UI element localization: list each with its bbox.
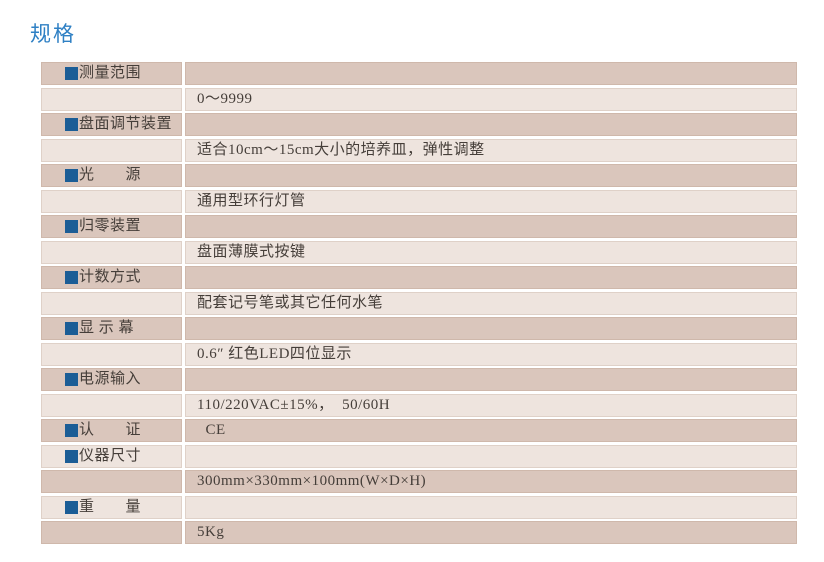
- spec-value: 通用型环行灯管: [197, 192, 306, 209]
- spec-value: 0.6″ 红色LED四位显示: [197, 345, 352, 362]
- bullet-square-icon: [65, 424, 78, 437]
- table-row: 0～9999: [41, 87, 797, 111]
- spec-value-cell: 0.6″ 红色LED四位显示: [185, 342, 797, 366]
- bullet-square-icon: [65, 500, 78, 514]
- table-row: 仪器尺寸: [41, 444, 797, 468]
- table-row: 通用型环行灯管: [41, 189, 797, 213]
- spec-value-cell: 通用型环行灯管: [185, 189, 797, 213]
- spec-label-cell: 认 证: [41, 419, 182, 442]
- spec-value-cell: 适合10cm～15cm大小的培养皿，弹性调整: [185, 138, 797, 162]
- spec-label: 重 量: [79, 498, 142, 515]
- spec-value-cell: [185, 266, 797, 289]
- spec-value: 盘面薄膜式按键: [197, 243, 306, 260]
- spec-value-cell: 5Kg: [185, 521, 797, 544]
- spec-table: 测量范围 0～9999 盘面调节装置 适合10cm～15cm大小的培养皿，弹性调…: [41, 62, 797, 547]
- spec-value: 110/220VAC±15%， 50/60H: [197, 396, 391, 413]
- spec-label: 光 源: [79, 167, 142, 183]
- spec-label-cell: 显 示 幕: [41, 317, 182, 340]
- table-row: 光 源: [41, 164, 797, 187]
- spec-value: 适合10cm～15cm大小的培养皿，弹性调整: [197, 141, 485, 158]
- table-row: 300mm×330mm×100mm(W×D×H): [41, 470, 797, 493]
- spec-value: CE: [197, 422, 226, 438]
- spec-label-cell: 仪器尺寸: [41, 444, 182, 468]
- spec-value-cell: 配套记号笔或其它任何水笔: [185, 291, 797, 315]
- table-row: 重 量: [41, 495, 797, 519]
- spec-value-cell: CE: [185, 419, 797, 442]
- table-row: 测量范围: [41, 62, 797, 85]
- table-row: 电源输入: [41, 368, 797, 391]
- bullet-square-icon: [65, 169, 78, 182]
- bullet-square-icon: [65, 322, 78, 335]
- spec-value-cell: [185, 62, 797, 85]
- table-row: 盘面薄膜式按键: [41, 240, 797, 264]
- table-row: 适合10cm～15cm大小的培养皿，弹性调整: [41, 138, 797, 162]
- spec-label: 测量范围: [79, 65, 142, 81]
- spec-label-cell: [41, 138, 182, 162]
- spec-value-cell: [185, 368, 797, 391]
- spec-label-cell: [41, 240, 182, 264]
- spec-label: 显 示 幕: [79, 320, 135, 336]
- table-row: 5Kg: [41, 521, 797, 544]
- spec-label-cell: [41, 393, 182, 417]
- spec-value: 300mm×330mm×100mm(W×D×H): [197, 473, 427, 489]
- spec-value: 5Kg: [197, 524, 225, 540]
- spec-label-cell: 盘面调节装置: [41, 113, 182, 136]
- spec-label-cell: [41, 521, 182, 544]
- table-row: 显 示 幕: [41, 317, 797, 340]
- bullet-square-icon: [65, 220, 78, 233]
- spec-label-cell: 计数方式: [41, 266, 182, 289]
- spec-label-cell: 归零装置: [41, 215, 182, 238]
- spec-label-cell: [41, 470, 182, 493]
- spec-label-cell: 测量范围: [41, 62, 182, 85]
- spec-value-cell: 300mm×330mm×100mm(W×D×H): [185, 470, 797, 493]
- bullet-square-icon: [65, 373, 78, 386]
- spec-label: 电源输入: [79, 371, 142, 387]
- spec-value-cell: 0～9999: [185, 87, 797, 111]
- bullet-square-icon: [65, 449, 78, 463]
- table-row: 盘面调节装置: [41, 113, 797, 136]
- bullet-square-icon: [65, 67, 78, 80]
- bullet-square-icon: [65, 271, 78, 284]
- page-title: 规格: [30, 22, 76, 46]
- spec-value: 配套记号笔或其它任何水笔: [197, 294, 384, 311]
- spec-label-cell: [41, 189, 182, 213]
- spec-label-cell: [41, 291, 182, 315]
- spec-value: 0～9999: [197, 90, 253, 107]
- spec-value-cell: [185, 164, 797, 187]
- spec-label-cell: 重 量: [41, 495, 182, 519]
- spec-label: 归零装置: [79, 218, 142, 234]
- spec-label-cell: [41, 87, 182, 111]
- table-row: 认 证 CE: [41, 419, 797, 442]
- spec-value-cell: [185, 113, 797, 136]
- spec-label: 盘面调节装置: [79, 116, 173, 132]
- table-row: 配套记号笔或其它任何水笔: [41, 291, 797, 315]
- spec-value-cell: [185, 495, 797, 519]
- spec-label-cell: [41, 342, 182, 366]
- spec-label: 认 证: [79, 422, 142, 438]
- table-row: 110/220VAC±15%， 50/60H: [41, 393, 797, 417]
- spec-label: 仪器尺寸: [79, 447, 142, 464]
- spec-value-cell: [185, 317, 797, 340]
- table-row: 归零装置: [41, 215, 797, 238]
- spec-label-cell: 电源输入: [41, 368, 182, 391]
- table-row: 0.6″ 红色LED四位显示: [41, 342, 797, 366]
- spec-label-cell: 光 源: [41, 164, 182, 187]
- spec-value-cell: 110/220VAC±15%， 50/60H: [185, 393, 797, 417]
- spec-value-cell: [185, 215, 797, 238]
- spec-label: 计数方式: [79, 269, 142, 285]
- spec-value-cell: [185, 444, 797, 468]
- spec-value-cell: 盘面薄膜式按键: [185, 240, 797, 264]
- table-row: 计数方式: [41, 266, 797, 289]
- bullet-square-icon: [65, 118, 78, 131]
